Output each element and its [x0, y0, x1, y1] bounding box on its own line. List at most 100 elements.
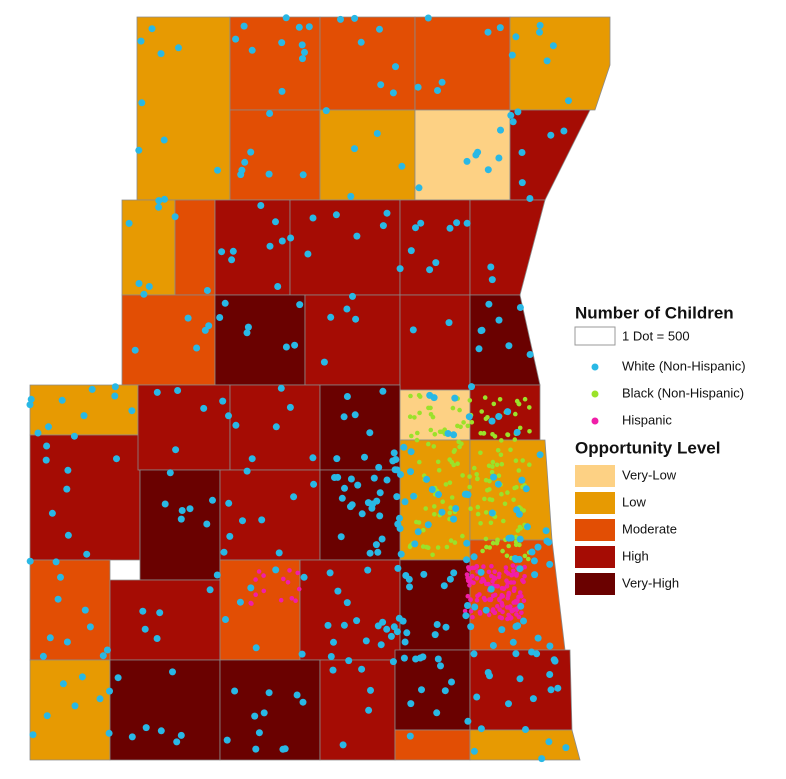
dot — [248, 46, 256, 54]
dot — [478, 326, 486, 334]
dot — [465, 423, 471, 429]
dot — [338, 494, 346, 502]
dot — [512, 650, 520, 658]
dot — [232, 421, 240, 429]
region — [29, 659, 111, 761]
dot — [488, 509, 496, 517]
region — [319, 109, 416, 201]
dot — [516, 401, 521, 407]
dot — [141, 625, 149, 633]
dot — [157, 50, 165, 58]
dot — [372, 541, 380, 549]
dot — [497, 397, 503, 402]
dot — [70, 432, 78, 440]
dot — [515, 528, 521, 533]
dot — [512, 556, 520, 563]
dot — [193, 344, 201, 352]
dot — [450, 431, 458, 439]
dot — [477, 611, 483, 616]
dot — [517, 602, 525, 610]
region — [229, 16, 321, 111]
dot — [470, 553, 478, 561]
dot — [400, 443, 408, 451]
dot — [463, 219, 471, 227]
dot — [351, 411, 359, 419]
dot — [377, 81, 385, 89]
dot — [511, 580, 517, 585]
dot — [546, 671, 554, 678]
dot — [286, 403, 294, 411]
dot — [43, 442, 51, 450]
dot — [114, 674, 122, 682]
dot — [411, 540, 419, 548]
dot — [467, 583, 472, 588]
dot — [332, 211, 340, 219]
dot — [34, 429, 42, 437]
dot — [470, 747, 478, 755]
dot — [438, 78, 446, 86]
dot — [171, 213, 179, 221]
dot — [357, 38, 365, 46]
dot — [455, 461, 460, 467]
dot — [487, 487, 492, 492]
dot — [221, 299, 229, 307]
dot — [300, 573, 308, 581]
dot — [468, 597, 473, 603]
dot — [260, 709, 268, 717]
dot — [487, 597, 492, 602]
dot — [551, 657, 559, 665]
dot — [415, 430, 420, 436]
dot — [463, 539, 471, 547]
dot — [474, 597, 480, 603]
dot — [358, 510, 366, 518]
dot — [501, 518, 506, 524]
dot — [293, 598, 298, 603]
region — [469, 199, 546, 296]
dot — [432, 504, 437, 509]
dot — [364, 566, 372, 574]
dot — [511, 588, 517, 593]
dot — [536, 451, 544, 459]
dot — [522, 396, 528, 402]
dot — [128, 733, 136, 741]
dot — [295, 570, 301, 576]
dot — [125, 219, 133, 227]
dot — [423, 506, 429, 511]
dot — [299, 171, 307, 179]
dot — [428, 486, 436, 493]
legend-dot-label: Hispanic — [622, 412, 672, 427]
dot — [475, 345, 483, 353]
region — [29, 559, 111, 661]
region — [414, 16, 511, 111]
dot — [209, 496, 216, 504]
dot — [483, 536, 489, 542]
dot — [508, 51, 516, 59]
dot — [482, 597, 488, 603]
legend: Number of Children 1 Dot = 500 Opportuni… — [562, 298, 774, 604]
dot — [320, 358, 328, 366]
dot — [407, 247, 415, 255]
dot — [495, 604, 500, 609]
dot — [483, 510, 489, 515]
dot — [450, 569, 458, 577]
dot — [137, 37, 145, 45]
dot — [470, 650, 478, 658]
dot — [503, 565, 509, 570]
dot — [424, 14, 432, 22]
dot — [489, 469, 495, 475]
dot — [383, 209, 391, 217]
dot — [111, 383, 119, 391]
dot — [247, 584, 255, 592]
dot — [414, 437, 420, 443]
dot — [522, 726, 529, 733]
dot — [432, 259, 440, 267]
dot — [48, 509, 56, 517]
dot — [517, 542, 522, 548]
dot — [64, 466, 72, 474]
dot — [499, 585, 505, 591]
dot — [341, 484, 348, 492]
dot — [252, 644, 260, 652]
dot — [452, 540, 458, 545]
dot — [509, 118, 517, 126]
dot — [497, 596, 502, 602]
